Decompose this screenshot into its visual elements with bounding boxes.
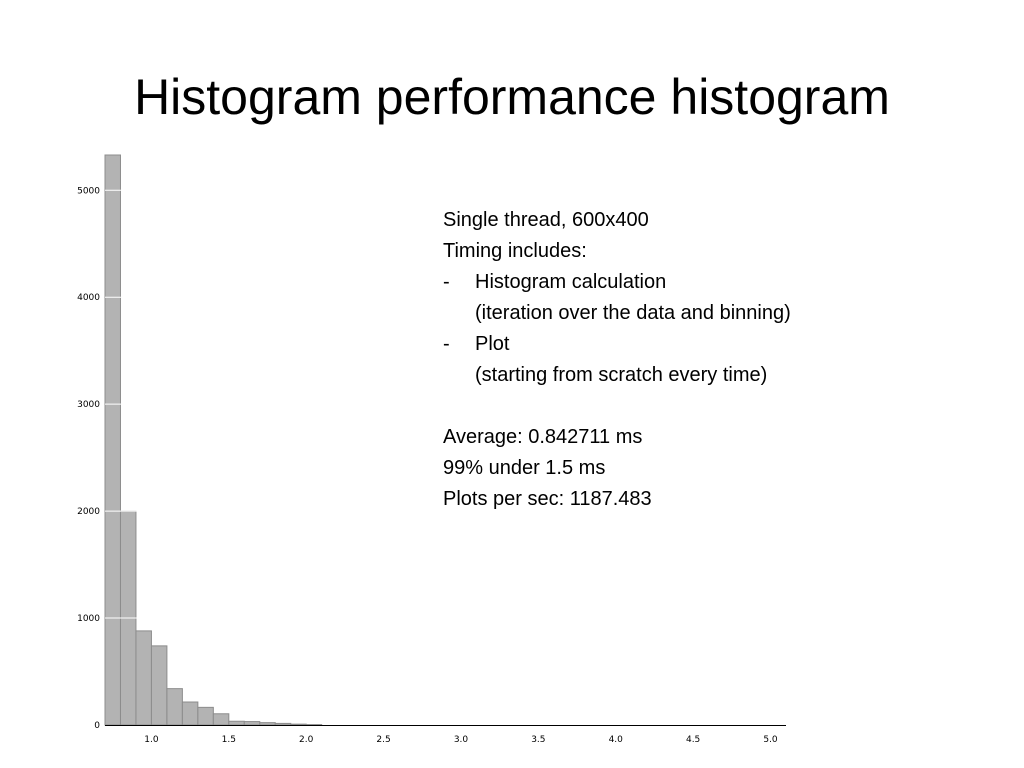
y-tick-labels: 0 1000 2000 3000 4000 5000 xyxy=(77,186,100,731)
bullet-subtext: (iteration over the data and binning) xyxy=(475,302,791,324)
histogram-bar xyxy=(290,723,307,726)
slide-title: Histogram performance histogram xyxy=(134,69,890,125)
x-tick-label: 3.0 xyxy=(454,735,469,745)
y-tick-label: 4000 xyxy=(77,293,100,303)
x-tick-label: 5.0 xyxy=(763,735,778,745)
stat-plots-per-sec: Plots per sec: 1187.483 xyxy=(443,488,652,510)
y-tick-label: 3000 xyxy=(77,400,100,410)
histogram-bar xyxy=(181,701,199,726)
histogram-bar xyxy=(274,722,292,726)
histogram-bar xyxy=(305,724,323,726)
histogram-bar xyxy=(197,706,214,726)
y-tick-label: 5000 xyxy=(77,186,100,196)
x-tick-label: 4.5 xyxy=(686,735,700,745)
x-tick-label: 4.0 xyxy=(609,735,624,745)
bullet-text: Plot xyxy=(475,333,510,355)
horizontal-gridlines xyxy=(105,189,786,619)
stat-average: Average: 0.842711 ms xyxy=(443,426,643,448)
histogram-bar xyxy=(135,630,152,726)
y-tick-label: 1000 xyxy=(77,614,100,624)
stat-percentile: 99% under 1.5 ms xyxy=(443,457,606,479)
note-timing-heading: Timing includes: xyxy=(443,240,587,262)
x-tick-label: 1.5 xyxy=(222,735,236,745)
histogram-bar xyxy=(243,721,261,726)
x-tick-label: 2.0 xyxy=(299,735,314,745)
notes-panel: Single thread, 600x400 Timing includes: … xyxy=(443,205,963,515)
bullet-dash: - xyxy=(443,271,450,293)
bullet-dash: - xyxy=(443,333,450,355)
bullet-text: Histogram calculation xyxy=(475,271,667,293)
bullet-subtext: (starting from scratch every time) xyxy=(475,364,768,386)
x-tick-label: 1.0 xyxy=(144,735,159,745)
note-bullet-histogram: - Histogram calculation xyxy=(443,267,963,298)
x-tick-label: 3.5 xyxy=(531,735,545,745)
x-tick-labels: 1.0 1.5 2.0 2.5 3.0 3.5 4.0 4.5 5.0 xyxy=(144,735,778,745)
x-tick-label: 2.5 xyxy=(376,735,390,745)
note-config: Single thread, 600x400 xyxy=(443,209,649,231)
y-tick-label: 2000 xyxy=(77,507,100,517)
histogram-bar xyxy=(259,722,276,726)
histogram-chart: 0 1000 2000 3000 4000 5000 1.0 1.5 2.0 2.5 3.0 3.5… xyxy=(77,154,786,745)
histogram-bars xyxy=(104,154,323,726)
histogram-bar xyxy=(104,154,121,726)
histogram-bar xyxy=(212,713,230,726)
histogram-bar xyxy=(228,720,245,726)
note-bullet-plot: - Plot xyxy=(443,329,963,360)
histogram-bar xyxy=(150,645,168,726)
histogram-bar xyxy=(166,688,183,726)
y-tick-label: 0 xyxy=(94,721,100,731)
spacer xyxy=(443,391,963,422)
